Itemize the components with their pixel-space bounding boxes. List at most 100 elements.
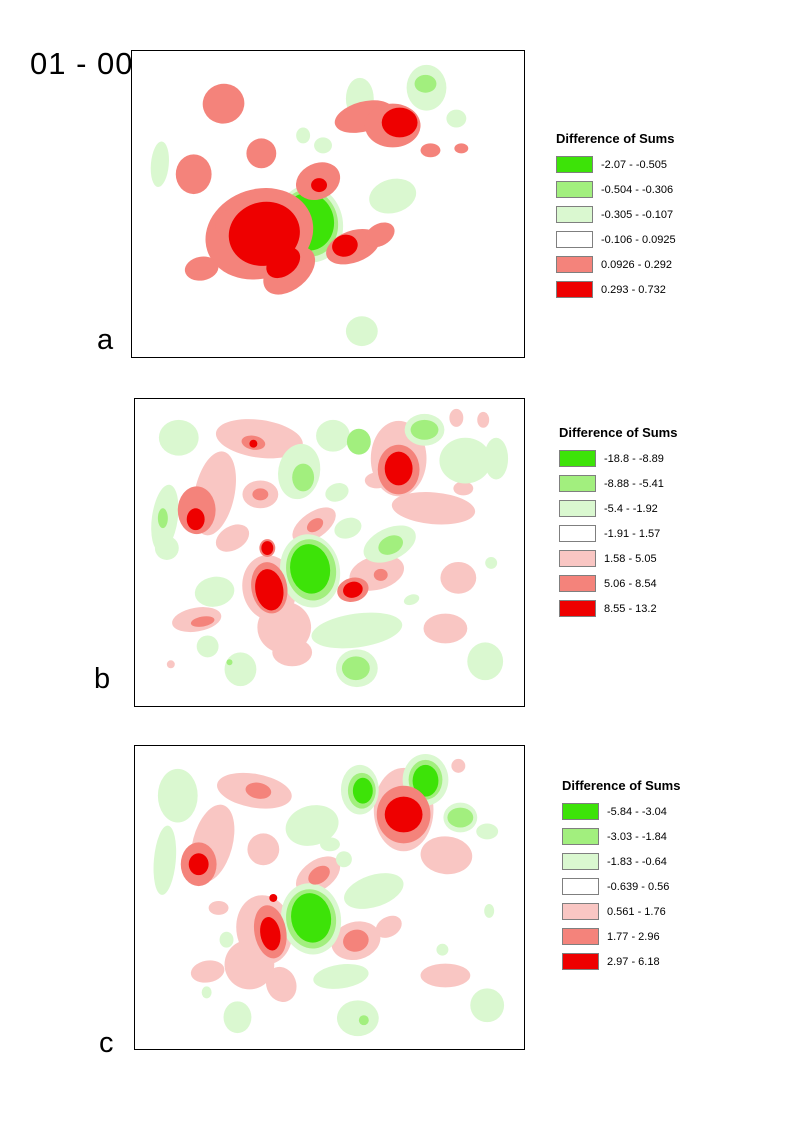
map-region-g2 (341, 656, 370, 681)
map-region-g1 (157, 768, 198, 823)
legend-row: -18.8 - -8.89 (559, 450, 784, 467)
legend-color-swatch (559, 500, 596, 517)
map-region-g2 (378, 535, 404, 555)
map-region-p3 (332, 234, 358, 257)
map-region-g1 (344, 873, 404, 909)
map-region-p1 (451, 758, 466, 773)
legend-color-swatch (559, 525, 596, 542)
map-region-g1 (285, 805, 339, 846)
map-b-svg (151, 408, 509, 688)
legend-range-label: 0.0926 - 0.292 (601, 258, 672, 271)
map-region-g2 (346, 428, 371, 455)
map-region-p3 (384, 796, 423, 833)
map-region-g3 (352, 777, 373, 804)
map-region-p1 (166, 660, 175, 669)
legend-color-swatch (562, 853, 599, 870)
map-region-p2 (364, 222, 395, 248)
legend-color-swatch (562, 828, 599, 845)
map-region-g2 (358, 1015, 369, 1026)
legend-color-swatch (562, 803, 599, 820)
legend-c: Difference of Sums -5.84 - -3.04 -3.03 - … (562, 778, 787, 978)
legend-row: 0.0926 - 0.292 (556, 256, 781, 273)
legend-range-label: 2.97 - 6.18 (607, 955, 660, 968)
map-region-g3 (290, 544, 331, 594)
map-region-g1 (325, 483, 349, 502)
map-region-g2 (410, 419, 439, 440)
map-region-p3 (343, 581, 363, 598)
legend-row: 8.55 - 13.2 (559, 600, 784, 617)
map-region-g1 (467, 642, 504, 681)
map-region-p1 (272, 638, 313, 667)
map-region-g2 (414, 74, 437, 93)
legend-color-swatch (556, 256, 593, 273)
legend-range-label: -18.8 - -8.89 (604, 452, 664, 465)
legend-row: 0.561 - 1.76 (562, 903, 787, 920)
legend-row: -2.07 - -0.505 (556, 156, 781, 173)
map-region-g2 (292, 463, 315, 492)
map-region-p3 (186, 508, 205, 531)
legend-row: 0.293 - 0.732 (556, 281, 781, 298)
legend-range-label: 1.58 - 5.05 (604, 552, 657, 565)
map-region-g1 (313, 964, 369, 989)
legend-a: Difference of Sums -2.07 - -0.505 -0.504 … (556, 131, 781, 306)
legend-b-rows: -18.8 - -8.89 -8.88 - -5.41 -5.4 - -1.92 -1… (559, 450, 784, 617)
map-region-g1 (470, 988, 505, 1023)
legend-a-rows: -2.07 - -0.505 -0.504 - -0.306 -0.305 - -0… (556, 156, 781, 298)
panel-label-b: b (94, 663, 111, 695)
map-region-g1 (436, 943, 449, 956)
map-region-p2 (308, 865, 330, 885)
map-region-g1 (316, 419, 350, 452)
legend-range-label: -0.106 - 0.0925 (601, 233, 676, 246)
map-c-svg (153, 753, 505, 1037)
map-region-p2 (190, 616, 215, 627)
map-region-p1 (420, 963, 471, 988)
map-region-p2 (202, 83, 245, 124)
map-region-g1 (369, 178, 417, 214)
legend-row: -0.639 - 0.56 (562, 878, 787, 895)
map-region-p2 (306, 518, 324, 533)
legend-range-label: 0.293 - 0.732 (601, 283, 666, 296)
map-region-p3 (266, 247, 301, 279)
map-region-p2 (175, 154, 212, 195)
legend-color-swatch (556, 231, 593, 248)
map-region-g1 (485, 556, 498, 569)
map-panel-a (131, 50, 525, 358)
legend-range-label: -5.4 - -1.92 (604, 502, 658, 515)
map-region-p1 (391, 492, 476, 525)
legend-color-swatch (559, 575, 596, 592)
map-region-p3 (188, 853, 209, 876)
legend-range-label: 5.06 - 8.54 (604, 577, 657, 590)
legend-row: -1.91 - 1.57 (559, 525, 784, 542)
legend-range-label: -0.639 - 0.56 (607, 880, 670, 893)
map-region-p1 (449, 408, 464, 427)
map-region-g1 (334, 517, 362, 539)
map-region-g1 (335, 851, 352, 868)
map-region-g1 (194, 576, 235, 607)
map-a-svg (150, 64, 469, 347)
map-region-p2 (252, 488, 269, 501)
map-region-p2 (246, 138, 277, 169)
map-region-p1 (453, 481, 474, 496)
map-region-p2 (373, 568, 388, 581)
legend-row: -0.305 - -0.107 (556, 206, 781, 223)
legend-color-swatch (559, 550, 596, 567)
map-region-p2 (454, 143, 469, 154)
legend-range-label: 1.77 - 2.96 (607, 930, 660, 943)
map-region-p1 (423, 613, 468, 644)
legend-row: 1.58 - 5.05 (559, 550, 784, 567)
map-region-g1 (223, 1001, 252, 1034)
legend-color-swatch (559, 475, 596, 492)
legend-range-label: -0.305 - -0.107 (601, 208, 674, 221)
map-region-p2 (343, 929, 369, 952)
legend-row: -0.504 - -0.306 (556, 181, 781, 198)
map-region-p1 (247, 833, 280, 866)
legend-color-swatch (556, 181, 593, 198)
map-region-g1 (153, 825, 177, 895)
map-region-p3 (260, 917, 281, 951)
legend-color-swatch (556, 206, 593, 223)
map-region-g1 (403, 594, 420, 606)
map-region-g1 (446, 109, 467, 128)
panel-label-a: a (97, 324, 114, 356)
legend-range-label: 8.55 - 13.2 (604, 602, 657, 615)
